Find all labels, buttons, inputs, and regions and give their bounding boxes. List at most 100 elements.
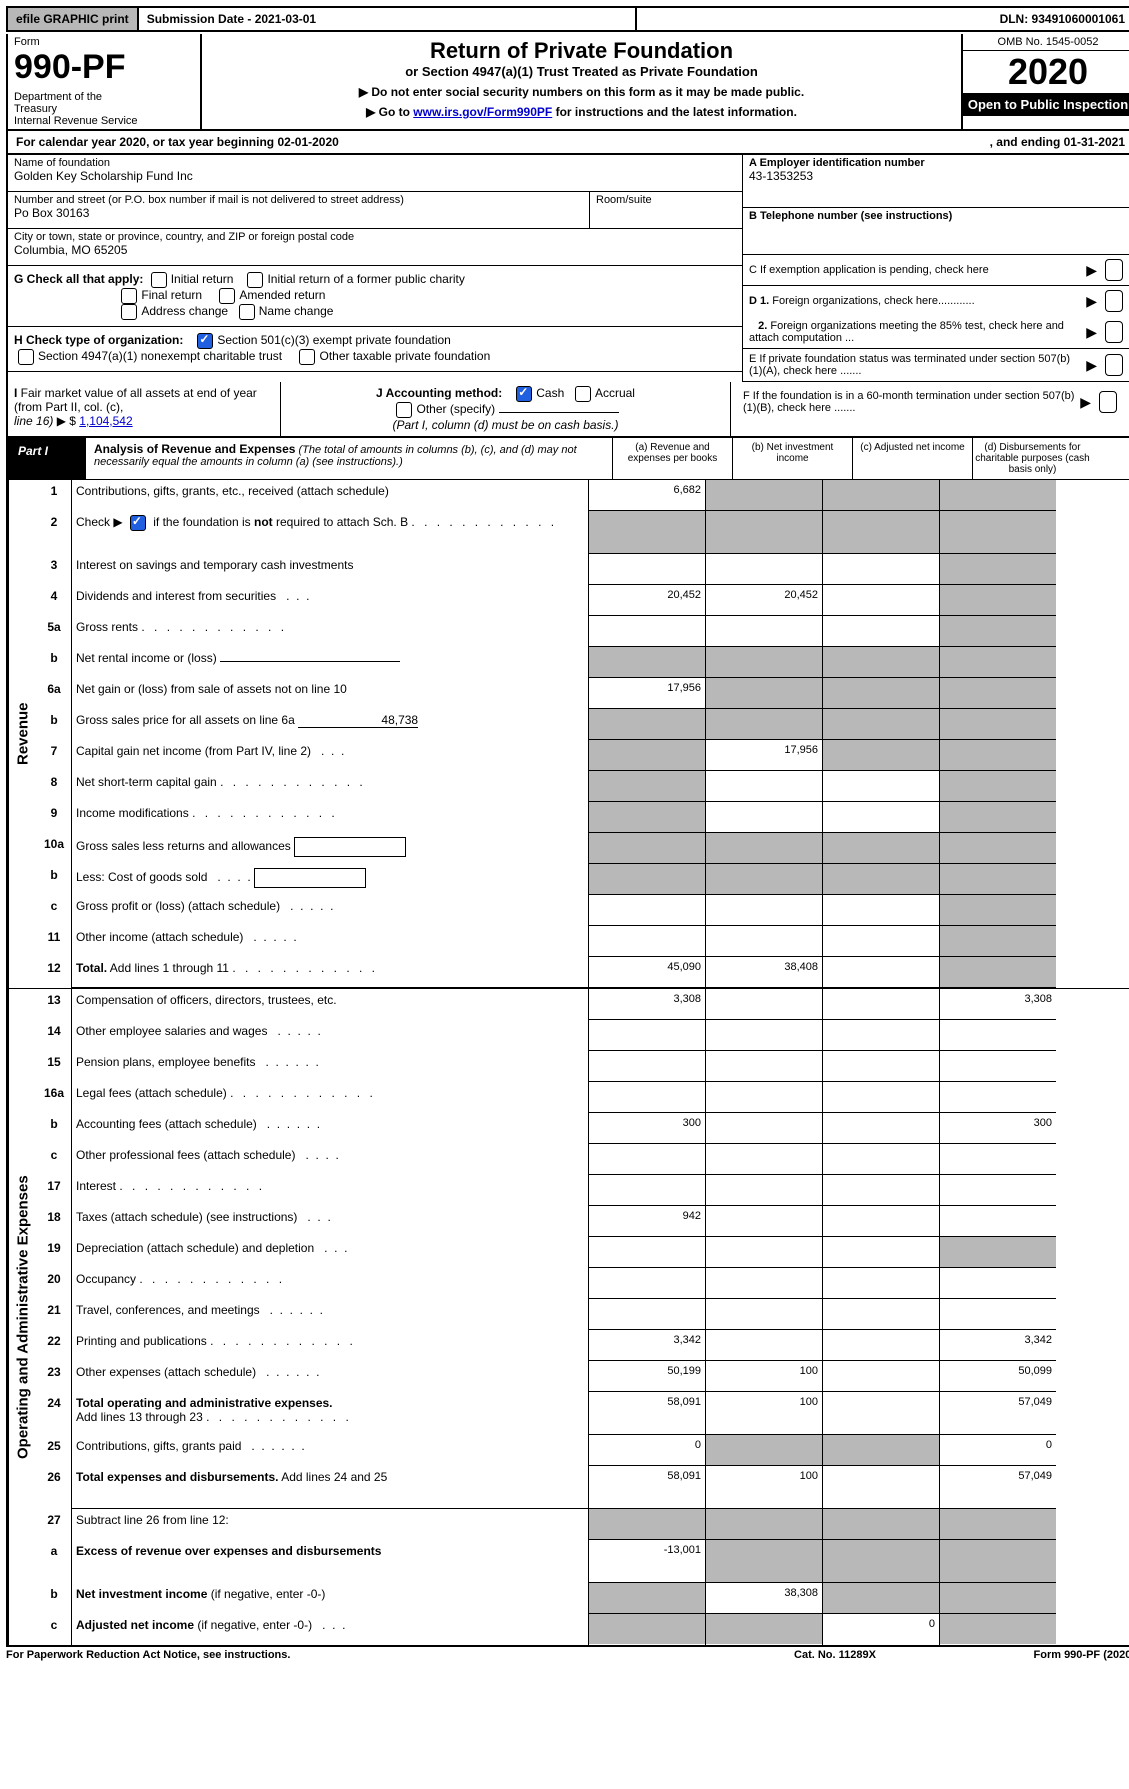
tax-year: 2020 xyxy=(963,51,1129,93)
line-27a: Excess of revenue over expenses and disb… xyxy=(72,1540,588,1583)
line-6b: Gross sales price for all assets on line… xyxy=(72,709,588,740)
line-25: Contributions, gifts, grants paid . . . … xyxy=(72,1435,588,1466)
expenses-table: Operating and Administrative Expenses 13… xyxy=(6,989,1129,1647)
part1-header: Part I Analysis of Revenue and Expenses … xyxy=(6,438,1129,480)
line-4: Dividends and interest from securities .… xyxy=(72,585,588,616)
line-1: Contributions, gifts, grants, etc., rece… xyxy=(72,480,588,511)
line-27b: Net investment income (if negative, ente… xyxy=(72,1583,588,1614)
cal-year-end: , and ending 01-31-2021 xyxy=(990,135,1125,149)
line-14: Other employee salaries and wages . . . … xyxy=(72,1020,588,1051)
cb-f[interactable] xyxy=(1099,391,1117,413)
cb-d1[interactable] xyxy=(1105,290,1123,312)
line-11: Other income (attach schedule) . . . . . xyxy=(72,926,588,957)
expenses-side: Operating and Administrative Expenses xyxy=(8,989,37,1645)
cb-name-change[interactable] xyxy=(239,304,255,320)
paperwork-notice: For Paperwork Reduction Act Notice, see … xyxy=(6,1649,735,1661)
line-6a: Net gain or (loss) from sale of assets n… xyxy=(72,678,588,709)
line-20: Occupancy xyxy=(72,1268,588,1299)
ein-label: A Employer identification number xyxy=(749,157,925,169)
submission-date: Submission Date - 2021-03-01 xyxy=(139,8,637,30)
form-label: Form xyxy=(14,36,194,48)
part1-desc: Analysis of Revenue and Expenses (The to… xyxy=(86,438,612,479)
cb-other-tax[interactable] xyxy=(299,349,315,365)
form-number: 990-PF xyxy=(14,48,194,87)
line-13: Compensation of officers, directors, tru… xyxy=(72,989,588,1020)
cb-final[interactable] xyxy=(121,288,137,304)
cb-4947[interactable] xyxy=(18,349,34,365)
col-b-exp: 100 100 100 38,308 xyxy=(706,989,823,1645)
dln: DLN: 93491060001061 xyxy=(637,8,1129,30)
line-5b: Net rental income or (loss) xyxy=(72,647,588,678)
line-18: Taxes (attach schedule) (see instruction… xyxy=(72,1206,588,1237)
line-19: Depreciation (attach schedule) and deple… xyxy=(72,1237,588,1268)
line-2: Check ▶ if the foundation is not require… xyxy=(72,511,588,554)
top-bar: efile GRAPHIC print Submission Date - 20… xyxy=(6,6,1129,32)
efile-label: efile GRAPHIC print xyxy=(8,8,139,30)
line-27: Subtract line 26 from line 12: xyxy=(72,1509,588,1540)
cb-e[interactable] xyxy=(1105,354,1123,376)
line-26: Total expenses and disbursements. Add li… xyxy=(72,1466,588,1509)
line-9: Income modifications xyxy=(72,802,588,833)
col-c-head: (c) Adjusted net income xyxy=(852,438,972,479)
revenue-table: Revenue 1 2 3 4 5a b 6a b 7 8 9 10a b c … xyxy=(6,480,1129,989)
addr-label: Number and street (or P.O. box number if… xyxy=(14,194,583,206)
name-label: Name of foundation xyxy=(14,157,736,169)
col-d xyxy=(940,480,1056,988)
room-suite-label: Room/suite xyxy=(590,192,742,228)
cb-addr-change[interactable] xyxy=(121,304,137,320)
foundation-name: Golden Key Scholarship Fund Inc xyxy=(14,169,736,183)
form-ref: Form 990-PF (2020) xyxy=(935,1649,1129,1661)
line-15: Pension plans, employee benefits . . . .… xyxy=(72,1051,588,1082)
line-12: Total. Add lines 1 through 11 xyxy=(72,957,588,988)
line-10a: Gross sales less returns and allowances xyxy=(72,833,588,864)
ein-value: 43-1353253 xyxy=(749,169,813,183)
cb-c[interactable] xyxy=(1105,259,1123,281)
cal-year-begin: For calendar year 2020, or tax year begi… xyxy=(16,135,990,149)
col-a-head: (a) Revenue and expenses per books xyxy=(612,438,732,479)
line-7: Capital gain net income (from Part IV, l… xyxy=(72,740,588,771)
col-b: 20,452 17,956 38,408 xyxy=(706,480,823,988)
line-16b: Accounting fees (attach schedule) . . . … xyxy=(72,1113,588,1144)
line-27c: Adjusted net income (if negative, enter … xyxy=(72,1614,588,1645)
arrow-icon: ▶ xyxy=(1086,262,1097,279)
line-8: Net short-term capital gain xyxy=(72,771,588,802)
line-3: Interest on savings and temporary cash i… xyxy=(72,554,588,585)
omb-number: OMB No. 1545-0052 xyxy=(963,34,1129,51)
cb-initial-public[interactable] xyxy=(247,272,263,288)
city-value: Columbia, MO 65205 xyxy=(14,243,736,257)
part1-label: Part I xyxy=(8,438,86,479)
cb-d2[interactable] xyxy=(1105,321,1123,343)
page-footer: For Paperwork Reduction Act Notice, see … xyxy=(6,1649,1129,1661)
open-to-public: Open to Public Inspection xyxy=(963,93,1129,116)
cb-cash[interactable] xyxy=(516,386,532,402)
line-23: Other expenses (attach schedule) . . . .… xyxy=(72,1361,588,1392)
c-check-label: C If exemption application is pending, c… xyxy=(749,264,1082,276)
irs-link[interactable]: www.irs.gov/Form990PF xyxy=(413,105,552,119)
revenue-side: Revenue xyxy=(8,480,37,988)
city-label: City or town, state or province, country… xyxy=(14,231,736,243)
cb-501c3[interactable] xyxy=(197,333,213,349)
line-10c: Gross profit or (loss) (attach schedule)… xyxy=(72,895,588,926)
h-check-row: H Check type of organization: Section 50… xyxy=(8,327,742,372)
cb-sch-b[interactable] xyxy=(130,515,146,531)
f-section: F If the foundation is in a 60-month ter… xyxy=(731,382,1129,436)
form-subtitle: or Section 4947(a)(1) Trust Treated as P… xyxy=(206,64,957,79)
line-10b: Less: Cost of goods sold . . . . xyxy=(72,864,588,895)
line-16c: Other professional fees (attach schedule… xyxy=(72,1144,588,1175)
cat-no: Cat. No. 11289X xyxy=(735,1649,935,1661)
phone-label: B Telephone number (see instructions) xyxy=(749,210,952,222)
cb-accrual[interactable] xyxy=(575,386,591,402)
street-address: Po Box 30163 xyxy=(14,206,583,220)
cb-initial[interactable] xyxy=(151,272,167,288)
cb-amended[interactable] xyxy=(219,288,235,304)
form-header: Form 990-PF Department of theTreasuryInt… xyxy=(6,34,1129,131)
cb-other-method[interactable] xyxy=(396,402,412,418)
department: Department of theTreasuryInternal Revenu… xyxy=(14,91,194,127)
line-17: Interest xyxy=(72,1175,588,1206)
note-ssn: ▶ Do not enter social security numbers o… xyxy=(206,85,957,99)
g-check-row: G Check all that apply: Initial return I… xyxy=(8,266,742,327)
line-22: Printing and publications xyxy=(72,1330,588,1361)
col-d-exp: 3,308 300 3,342 50,099 57,049 0 57,049 xyxy=(940,989,1056,1645)
line-21: Travel, conferences, and meetings . . . … xyxy=(72,1299,588,1330)
fmv-value: 1,104,542 xyxy=(79,414,132,428)
